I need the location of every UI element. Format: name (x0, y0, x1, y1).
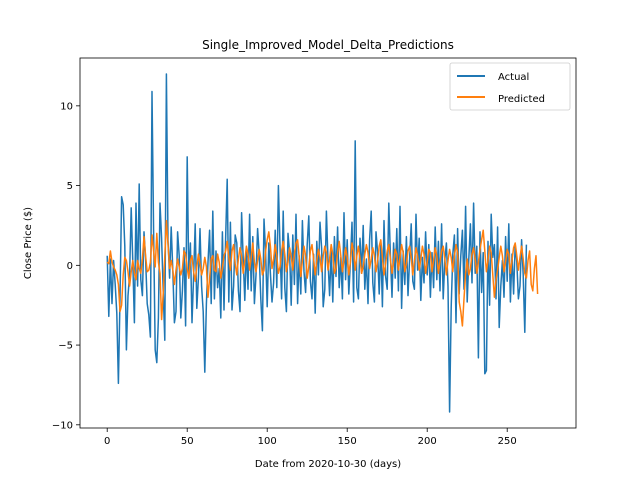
x-axis-label: Date from 2020-10-30 (days) (255, 459, 401, 470)
y-axis-label: Close Price ($) (23, 207, 34, 279)
legend: Actual Predicted (449, 62, 571, 111)
legend-label-actual: Actual (498, 72, 529, 83)
plot-area (106, 73, 539, 413)
axes-frame (79, 57, 577, 429)
x-axis: 0 50 100 150 200 250 (104, 428, 517, 447)
x-tick-label: 200 (418, 436, 437, 447)
legend-label-predicted: Predicted (498, 94, 545, 105)
x-tick-label: 0 (104, 436, 110, 447)
x-tick-label: 50 (181, 436, 194, 447)
y-axis: −10 −5 0 5 10 (52, 101, 80, 431)
y-tick-label: 10 (60, 101, 73, 112)
series-line-predicted (106, 219, 539, 327)
x-tick-label: 250 (498, 436, 517, 447)
x-tick-label: 100 (258, 436, 277, 447)
y-tick-label: 5 (67, 181, 73, 192)
chart-title: Single_Improved_Model_Delta_Predictions (202, 38, 454, 52)
y-tick-label: 0 (67, 261, 73, 272)
y-tick-label: −10 (52, 420, 73, 431)
x-tick-label: 150 (338, 436, 357, 447)
series-line-actual (106, 73, 528, 413)
y-tick-label: −5 (58, 341, 73, 352)
legend-box (449, 62, 571, 111)
